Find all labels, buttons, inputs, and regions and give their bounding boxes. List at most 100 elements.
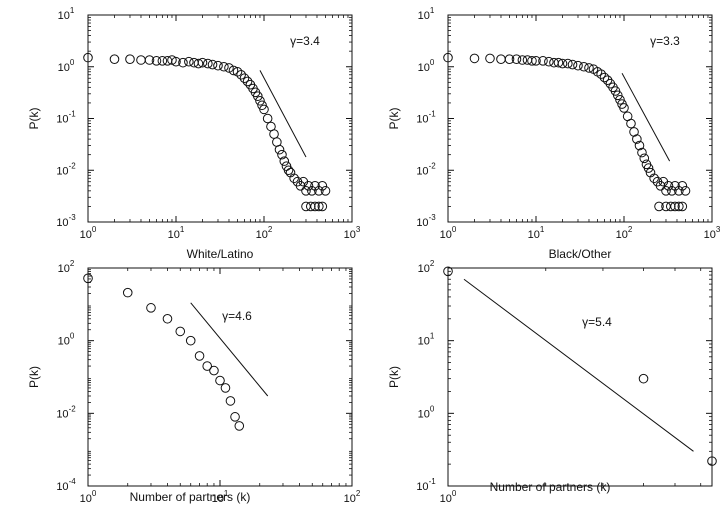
y-tick-label: 10-1 (416, 110, 436, 126)
data-point (301, 186, 311, 196)
data-point (184, 56, 194, 67)
axes-frame (447, 267, 713, 487)
data-point (527, 56, 537, 66)
data-point (234, 421, 245, 431)
data-point (649, 173, 659, 184)
data-point (83, 52, 93, 63)
fit-line (190, 302, 269, 397)
gamma-label: γ=5.4 (582, 315, 612, 329)
x-tick-label: 100 (80, 489, 97, 505)
x-tick-label: 101 (212, 489, 229, 505)
data-point (314, 186, 324, 196)
data-point (219, 61, 229, 72)
fit-line (259, 70, 307, 158)
chart-title: White/Latino (187, 247, 254, 261)
x-tick-label: 100 (80, 225, 97, 241)
x-tick-label: 102 (344, 489, 361, 505)
data-point (496, 54, 506, 64)
x-tick-label: 101 (528, 225, 545, 241)
y-tick-label: 10-4 (56, 477, 76, 493)
data-point (232, 66, 243, 77)
y-tick-label: 100 (418, 404, 435, 420)
data-point (661, 186, 671, 196)
data-point (230, 412, 240, 422)
data-point (125, 54, 135, 64)
x-axis-label: Number of partners (k) (490, 480, 611, 494)
data-point (317, 201, 328, 212)
panel-3: 100 101 102 10-4 10-2 100 102 P(k) Number of par… (27, 247, 361, 505)
data-point (157, 56, 168, 66)
y-tick-label: 10-2 (416, 161, 436, 177)
data-point (485, 53, 495, 64)
y-tick-label: 100 (58, 332, 75, 348)
data-point (538, 56, 548, 66)
data-point (511, 54, 522, 64)
y-axis-label: P(k) (387, 108, 401, 130)
y-tick-label: 101 (58, 6, 75, 22)
x-tick-label: 101 (168, 225, 185, 241)
x-tick-label: 102 (616, 225, 633, 241)
data-point (584, 63, 594, 73)
data-point (178, 57, 188, 68)
y-tick-label: 101 (418, 332, 435, 348)
fit-line (621, 72, 671, 162)
data-point (637, 147, 647, 158)
y-tick-label: 10-1 (56, 110, 76, 126)
data-point (228, 65, 239, 76)
data-point (122, 287, 133, 298)
data-point (612, 90, 623, 101)
gamma-label: γ=3.4 (290, 34, 320, 48)
data-point (320, 186, 331, 196)
data-point (283, 165, 294, 176)
x-tick-label: 100 (440, 489, 457, 505)
data-point (638, 373, 649, 384)
data-point (443, 266, 453, 277)
data-point (220, 383, 231, 393)
data-point (563, 58, 573, 69)
data-point (310, 201, 320, 212)
data-point (517, 55, 528, 65)
data-point (151, 56, 162, 66)
data-point (639, 153, 650, 164)
y-tick-label: 10-3 (56, 213, 76, 229)
data-point (262, 113, 273, 124)
data-point (680, 186, 691, 196)
data-point (629, 127, 639, 137)
data-point (236, 69, 246, 80)
panel-1: 100 101 102 103 10-3 10-2 10-1 100 101 P(k) γ=3.4 (27, 6, 361, 241)
data-point (654, 201, 664, 212)
data-point (663, 181, 674, 191)
data-point (307, 186, 317, 196)
data-point (144, 55, 155, 65)
data-point (285, 167, 296, 178)
data-point (567, 59, 578, 70)
x-tick-label: 103 (704, 225, 721, 241)
data-point (626, 118, 636, 129)
data-point (185, 335, 196, 346)
data-point (252, 91, 263, 101)
data-point (599, 72, 610, 83)
data-point (303, 181, 314, 191)
y-tick-label: 100 (58, 58, 75, 74)
y-tick-label: 101 (418, 6, 435, 22)
y-axis-label: P(k) (27, 108, 41, 130)
data-point (255, 95, 265, 106)
axes-frame (87, 267, 353, 487)
data-point (602, 75, 613, 85)
data-point (203, 58, 213, 69)
y-tick-label: 102 (418, 259, 435, 275)
x-tick-label: 100 (440, 225, 457, 241)
panel-2: 100 101 102 103 10-3 10-2 10-1 100 101 P(k) γ=3.3 (387, 6, 721, 241)
data-point (83, 273, 93, 284)
data-point (531, 56, 541, 66)
gamma-label: γ=3.3 (650, 34, 680, 48)
data-point (209, 365, 219, 376)
y-tick-label: 10-3 (416, 213, 436, 229)
y-tick-label: 10-1 (416, 477, 436, 493)
data-point (643, 163, 654, 173)
data-point (213, 60, 223, 71)
data-point (634, 140, 645, 151)
x-tick-label: 103 (344, 225, 361, 241)
